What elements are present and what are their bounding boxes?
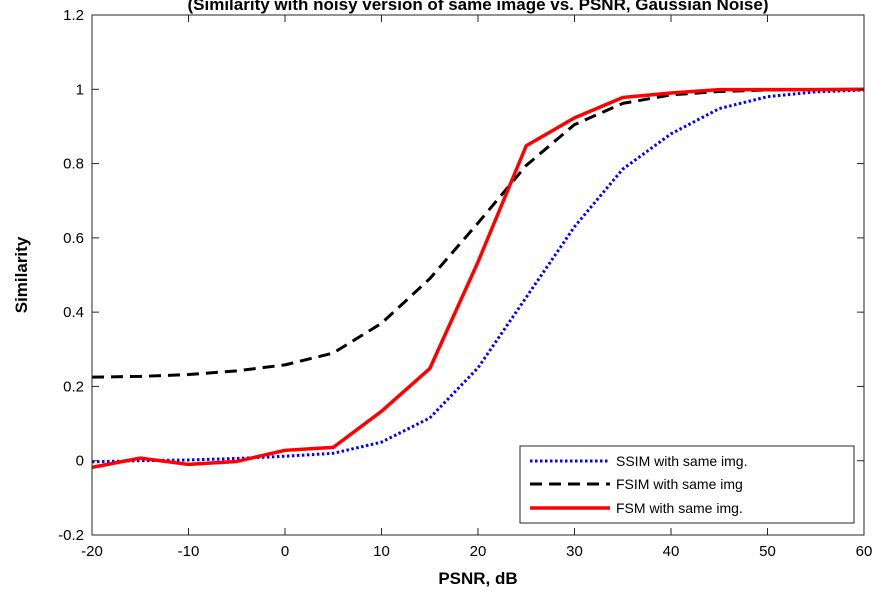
y-tick-label: 0.2 [63,378,84,395]
y-tick-label: 0.4 [63,304,84,321]
legend-label-3: FSM with same img. [616,500,743,516]
series-line-3 [91,87,865,470]
x-tick-label: 60 [856,543,873,560]
y-tick-label: 1 [76,81,84,98]
y-tick-label: -0.2 [58,527,84,544]
x-tick-label: -10 [178,543,200,560]
y-tick-label: 0.8 [63,156,84,173]
x-tick-label: 40 [663,543,680,560]
series-line-1 [91,88,865,464]
x-tick-label: 10 [373,543,390,560]
legend-label-2: FSIM with same img [616,476,743,492]
x-axis-title: PSNR, dB [438,569,517,588]
chart-title: (Similarity with noisy version of same i… [187,0,768,14]
x-tick-label: -20 [81,543,103,560]
legend: SSIM with same img. FSIM with same img FSM… [519,445,855,524]
x-tick-labels: -20 -10 0 10 20 30 40 50 60 [81,543,872,560]
y-tick-label: 1.2 [63,7,84,24]
y-tick-label: 0 [76,453,84,470]
y-tick-labels: -0.2 0 0.2 0.4 0.6 0.8 1 1.2 [58,7,84,544]
x-tick-label: 0 [281,543,289,560]
axis-ticks [91,14,865,536]
x-tick-label: 50 [759,543,776,560]
y-axis-title: Similarity [12,236,31,313]
series-lines [91,87,865,470]
x-tick-label: 20 [470,543,487,560]
legend-label-1: SSIM with same img. [616,453,747,469]
y-tick-label: 0.6 [63,230,84,247]
x-tick-label: 30 [566,543,583,560]
